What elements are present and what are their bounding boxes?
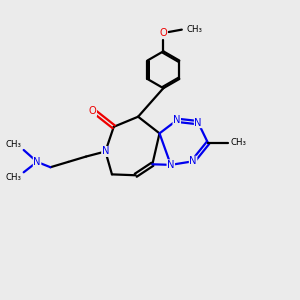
- Text: N: N: [102, 146, 109, 157]
- Text: O: O: [160, 28, 167, 38]
- Text: N: N: [194, 118, 202, 128]
- Text: CH₃: CH₃: [5, 173, 21, 182]
- Text: CH₃: CH₃: [5, 140, 21, 149]
- Text: CH₃: CH₃: [231, 138, 247, 147]
- Text: N: N: [33, 157, 41, 167]
- Text: O: O: [89, 106, 97, 116]
- Text: N: N: [173, 115, 181, 125]
- Text: N: N: [167, 160, 175, 170]
- Text: N: N: [189, 156, 197, 166]
- Text: CH₃: CH₃: [187, 25, 202, 34]
